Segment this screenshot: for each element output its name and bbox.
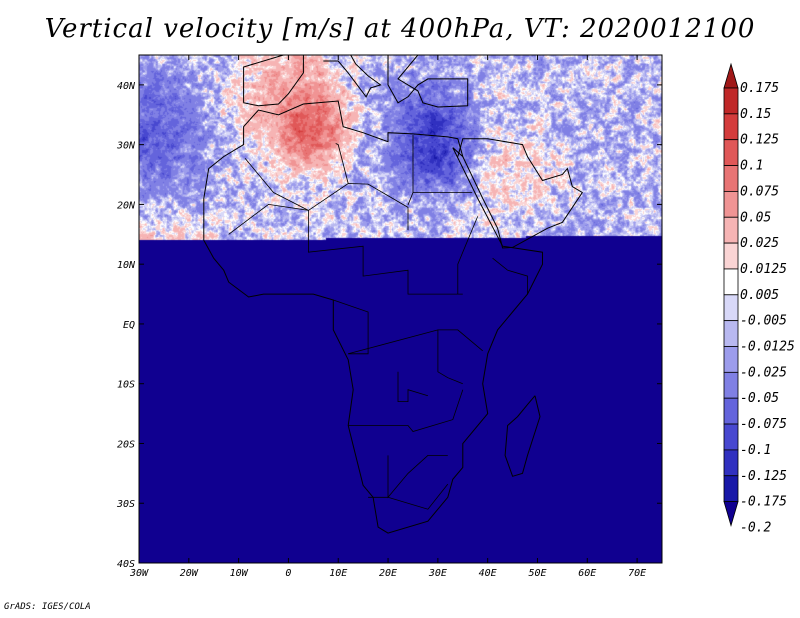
x-tick-label: 20W bbox=[180, 568, 199, 579]
x-tick-label: 60E bbox=[578, 568, 596, 579]
madagascar-coastline bbox=[504, 395, 541, 477]
colorbar-label: -0.1 bbox=[740, 443, 771, 458]
country-border bbox=[437, 329, 463, 385]
x-tick-label: 30W bbox=[129, 568, 149, 579]
colorbar-segment bbox=[723, 165, 739, 192]
colorbar-segment bbox=[723, 423, 739, 451]
y-axis: 40N 30N 20N 10N EQ 10S 20S 30S 40S bbox=[116, 81, 662, 570]
colorbar-label: -0.125 bbox=[740, 469, 787, 484]
africa-coastline bbox=[203, 100, 543, 534]
x-tick-label: 10W bbox=[230, 568, 249, 579]
colorbar-label: 0.025 bbox=[740, 236, 779, 251]
colorbar-label: -0.0125 bbox=[740, 340, 795, 355]
country-border bbox=[368, 483, 449, 510]
y-tick-label: 30S bbox=[116, 499, 135, 510]
colorbar-segment bbox=[723, 449, 739, 477]
country-border bbox=[397, 371, 429, 402]
y-tick-label: 20N bbox=[117, 200, 136, 211]
credit-text: GrADS: IGES/COLA bbox=[4, 602, 91, 612]
colorbar-label: -0.2 bbox=[740, 520, 771, 535]
colorbar-segment bbox=[723, 294, 739, 322]
colorbar-segment bbox=[723, 268, 739, 296]
chart-title: Vertical velocity [m/s] at 400hPa, VT: 2… bbox=[44, 14, 756, 44]
colorbar-segment bbox=[723, 320, 739, 347]
velocity-field-image bbox=[139, 55, 662, 563]
colorbar-label: -0.05 bbox=[740, 391, 779, 406]
colorbar-label: -0.175 bbox=[740, 495, 787, 510]
colorbar-max-arrow bbox=[723, 62, 739, 89]
country-border bbox=[457, 216, 479, 295]
colorbar-label: 0.0125 bbox=[740, 262, 787, 277]
colorbar-segment bbox=[723, 371, 739, 399]
country-border bbox=[348, 389, 464, 432]
colorbar-segment bbox=[723, 190, 739, 218]
y-tick-label: 10N bbox=[117, 260, 136, 271]
colorbar-segment bbox=[723, 346, 739, 373]
iberia-coastline bbox=[243, 55, 304, 107]
colorbar-label: 0.175 bbox=[740, 81, 779, 96]
colorbar-segment bbox=[723, 87, 739, 115]
colorbar-label: 0.15 bbox=[740, 107, 771, 122]
colorbar-label: 0.1 bbox=[740, 159, 763, 174]
colorbar-segment bbox=[723, 139, 739, 166]
y-tick-label: 10S bbox=[117, 380, 135, 391]
colorbar-label: -0.005 bbox=[740, 314, 787, 329]
colorbar-min-arrow bbox=[723, 501, 739, 528]
x-axis: 30W 20W 10W 0 10E 20E 30E 40E 50E 60E 70E bbox=[129, 55, 646, 579]
x-tick-label: 70E bbox=[628, 568, 646, 579]
x-tick-label: 50E bbox=[528, 568, 546, 579]
italy-coastline bbox=[323, 55, 382, 98]
colorbar-label: -0.075 bbox=[740, 417, 787, 432]
x-tick-label: 20E bbox=[379, 568, 397, 579]
colorbar-label: -0.025 bbox=[740, 365, 787, 380]
x-tick-label: 10E bbox=[329, 568, 347, 579]
colorbar: 0.175 0.15 0.125 0.1 0.075 0.05 0.025 0.0125 0.0… bbox=[723, 62, 795, 535]
plot-frame bbox=[138, 54, 663, 564]
y-tick-label: 40N bbox=[117, 81, 136, 92]
x-tick-label: 0 bbox=[285, 568, 291, 579]
greece-turkey-coastline bbox=[387, 55, 469, 108]
arabia-coastline bbox=[457, 138, 584, 249]
country-border bbox=[492, 257, 528, 295]
colorbar-segment bbox=[723, 216, 739, 244]
y-tick-label: EQ bbox=[123, 320, 135, 331]
colorbar-segment bbox=[723, 113, 739, 141]
country-borders bbox=[203, 55, 584, 534]
country-border bbox=[387, 455, 448, 499]
colorbar-label: 0.125 bbox=[740, 133, 779, 148]
colorbar-segment bbox=[723, 475, 739, 503]
country-border bbox=[333, 299, 369, 355]
y-tick-label: 40S bbox=[117, 559, 135, 570]
x-tick-label: 30E bbox=[428, 568, 447, 579]
country-border bbox=[348, 329, 483, 355]
colorbar-label: 0.075 bbox=[740, 184, 779, 199]
country-border bbox=[335, 143, 349, 184]
velocity-field bbox=[139, 55, 662, 563]
colorbar-label: 0.05 bbox=[740, 210, 771, 225]
country-border bbox=[228, 203, 463, 295]
y-tick-label: 20S bbox=[117, 439, 135, 450]
x-tick-label: 40E bbox=[479, 568, 497, 579]
colorbar-segment bbox=[723, 397, 739, 425]
y-tick-label: 30N bbox=[116, 141, 136, 152]
colorbar-label: 0.005 bbox=[740, 288, 779, 303]
colorbar-segment bbox=[723, 242, 739, 270]
